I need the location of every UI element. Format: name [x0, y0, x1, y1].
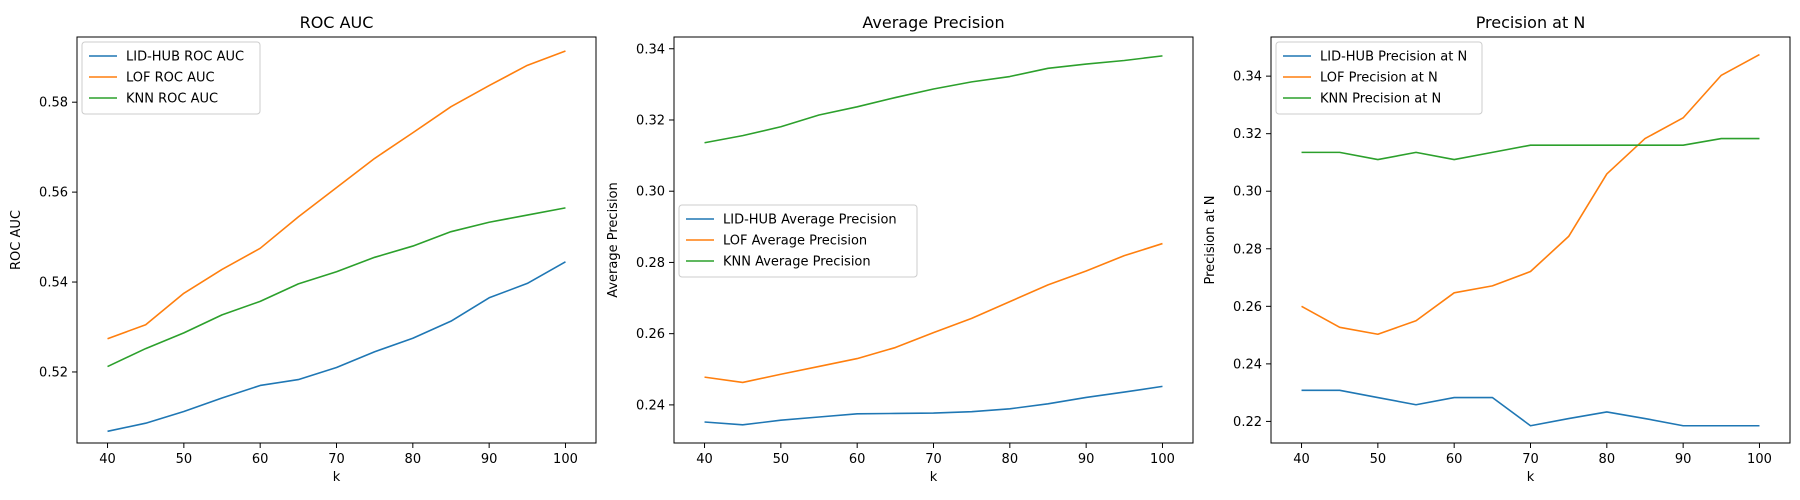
y-tick-label: 0.34: [636, 42, 665, 57]
x-tick-label: 70: [925, 452, 942, 467]
series-line-3: [107, 207, 566, 368]
x-tick-label: 40: [696, 452, 713, 467]
y-axis-label: Precision at N: [1203, 195, 1218, 284]
legend-label: LID-HUB ROC AUC: [126, 50, 244, 65]
x-tick-label: 50: [176, 452, 193, 467]
legend-label: LOF Average Precision: [723, 234, 867, 249]
y-tick-label: 0.24: [1233, 357, 1262, 372]
x-tick-label: 60: [1446, 452, 1463, 467]
x-tick-label: 90: [1078, 452, 1095, 467]
x-tick-label: 80: [1599, 452, 1616, 467]
x-tick-label: 40: [1293, 452, 1310, 467]
legend-label: LID-HUB Average Precision: [723, 213, 897, 228]
y-tick-label: 0.26: [636, 327, 665, 342]
legend-label: KNN Precision at N: [1320, 92, 1441, 107]
y-tick-label: 0.58: [39, 96, 68, 111]
x-axis-label: k: [333, 470, 341, 485]
y-tick-label: 0.28: [1233, 242, 1262, 257]
y-tick-label: 0.56: [39, 186, 68, 201]
series-line-1: [1301, 389, 1760, 427]
x-tick-label: 50: [773, 452, 790, 467]
legend: LID-HUB Average Precision LOF Average Pre…: [678, 204, 918, 278]
legend-label: KNN Average Precision: [723, 255, 871, 270]
x-tick-label: 90: [481, 452, 498, 467]
x-tick-label: 40: [99, 452, 116, 467]
x-tick-label: 90: [1675, 452, 1692, 467]
series-line-2: [1301, 53, 1760, 336]
series-line-1: [107, 261, 566, 433]
plot-frame: [1270, 36, 1791, 444]
y-tick-label: 0.52: [39, 365, 68, 380]
x-tick-label: 70: [1522, 452, 1539, 467]
y-tick-label: 0.30: [636, 185, 665, 200]
series-line-2: [107, 50, 566, 340]
legend-label: LID-HUB Precision at N: [1320, 50, 1467, 65]
x-tick-label: 80: [1002, 452, 1019, 467]
legend-box: [1275, 41, 1483, 115]
series-line-3: [704, 55, 1163, 144]
y-tick-label: 0.34: [1233, 70, 1262, 85]
chart-title: Average Precision: [862, 13, 1004, 32]
legend-box: [678, 204, 918, 278]
chart-title: Precision at N: [1476, 13, 1586, 32]
y-tick-label: 0.24: [636, 398, 665, 413]
chart-panel-3: Precision at N 40 50 60 70 80 90 100 0.22 0.24 0.2…: [1203, 13, 1791, 485]
y-axis-label: Average Precision: [606, 182, 621, 298]
series-line-1: [704, 385, 1163, 426]
series-line-3: [1301, 137, 1760, 161]
plot-frame: [673, 36, 1194, 444]
x-tick-label: 100: [553, 452, 578, 467]
legend-label: LOF Precision at N: [1320, 71, 1438, 86]
x-tick-label: 60: [849, 452, 866, 467]
y-tick-label: 0.32: [1233, 127, 1262, 142]
y-axis-label: ROC AUC: [9, 210, 24, 270]
y-tick-label: 0.32: [636, 113, 665, 128]
x-tick-label: 80: [405, 452, 422, 467]
y-tick-label: 0.26: [1233, 300, 1262, 315]
y-tick-label: 0.54: [39, 276, 68, 291]
legend: LID-HUB Precision at N LOF Precision at N…: [1275, 41, 1483, 115]
y-tick-label: 0.30: [1233, 185, 1262, 200]
y-tick-label: 0.22: [1233, 415, 1262, 430]
series-line-2: [704, 242, 1163, 384]
x-tick-label: 100: [1747, 452, 1772, 467]
legend-label: KNN ROC AUC: [126, 92, 218, 107]
legend-box: [81, 41, 261, 115]
x-tick-label: 50: [1370, 452, 1387, 467]
plot-frame: [76, 36, 597, 444]
x-axis-label: k: [930, 470, 938, 485]
legend: LID-HUB ROC AUC LOF ROC AUC KNN ROC AUC: [81, 41, 261, 115]
chart-panel-1: ROC AUC 40 50 60 70 80 90 100 0.52 0.54 0.56 0.58 k R…: [9, 13, 597, 485]
chart-title: ROC AUC: [300, 13, 374, 32]
x-tick-label: 100: [1150, 452, 1175, 467]
legend-label: LOF ROC AUC: [126, 71, 215, 86]
x-tick-label: 70: [328, 452, 345, 467]
x-axis-label: k: [1527, 470, 1535, 485]
chart-panel-2: Average Precision 40 50 60 70 80 90 100 0.24 0.26…: [606, 13, 1194, 485]
y-tick-label: 0.28: [636, 256, 665, 271]
x-tick-label: 60: [252, 452, 269, 467]
